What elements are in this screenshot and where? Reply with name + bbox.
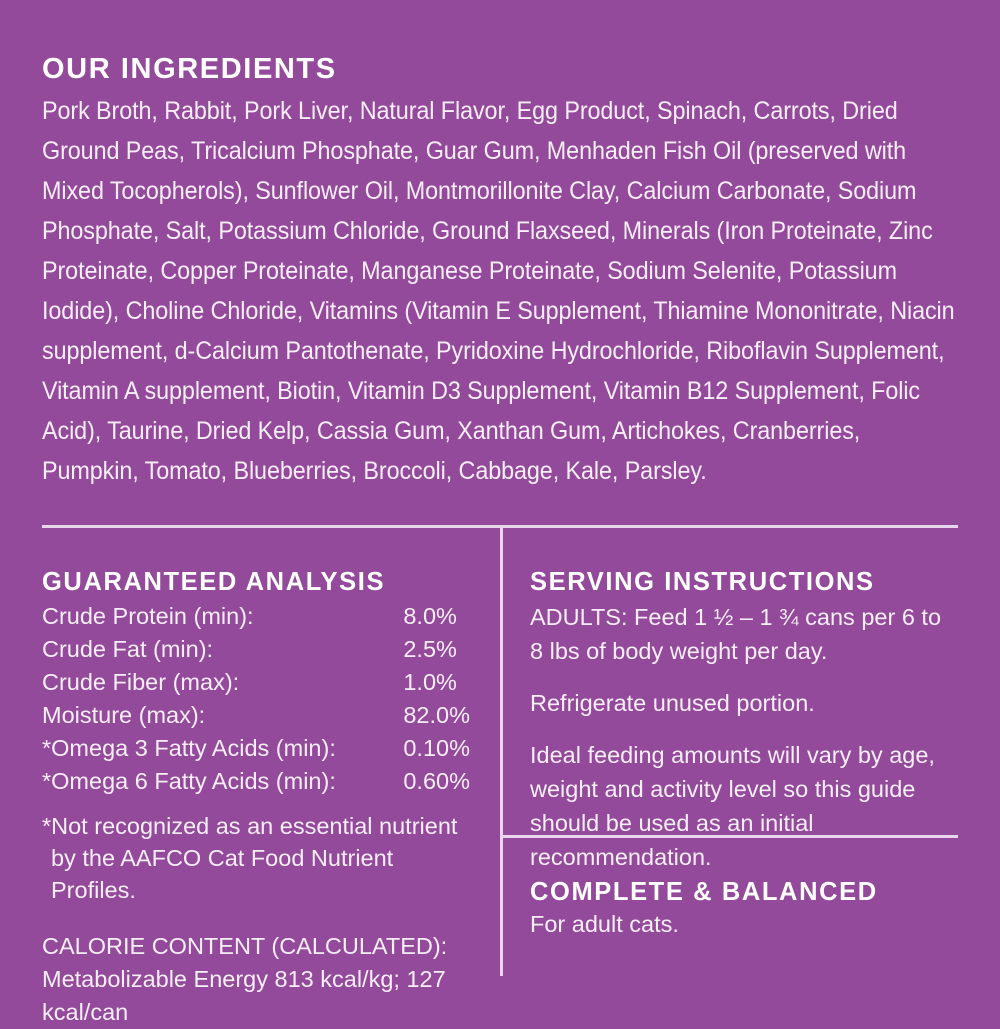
serving-instructions-heading: SERVING INSTRUCTIONS: [530, 567, 875, 596]
divider-vertical-columns: [500, 528, 503, 977]
guaranteed-analysis-row: *Omega 3 Fatty Acids (min): 0.10%: [42, 732, 470, 765]
pet-food-label-panel: OUR INGREDIENTS Pork Broth, Rabbit, Pork…: [0, 19, 1000, 1025]
guaranteed-analysis-value: 0.10%: [403, 735, 470, 762]
serving-instruction-paragraph: Ideal feeding amounts will vary by age, …: [530, 742, 935, 871]
guaranteed-analysis-row: *Omega 6 Fatty Acids (min): 0.60%: [42, 765, 470, 798]
guaranteed-analysis-row: Crude Fiber (max): 1.0%: [42, 666, 470, 699]
bottom-columns: GUARANTEED ANALYSIS Crude Protein (min):…: [42, 547, 958, 1029]
guaranteed-analysis-label: *Omega 3 Fatty Acids (min):: [42, 735, 336, 762]
guaranteed-analysis-footnote: *Not recognized as an essential nutrient…: [42, 810, 470, 906]
footnote-line-1: *Not recognized as an essential nutrient: [42, 813, 458, 840]
guaranteed-analysis-label: Crude Protein (min):: [42, 603, 254, 630]
divider-horizontal-serving: [500, 835, 958, 839]
guaranteed-analysis-row: Moisture (max): 82.0%: [42, 699, 470, 732]
ingredients-text: Pork Broth, Rabbit, Pork Liver, Natural …: [42, 96, 955, 485]
guaranteed-analysis-label: Moisture (max):: [42, 702, 206, 729]
guaranteed-analysis-heading: GUARANTEED ANALYSIS: [42, 567, 386, 596]
serving-instructions-body: ADULTS: Feed 1 ½ – 1 ¾ cans per 6 to 8 l…: [530, 600, 958, 874]
guaranteed-analysis-row: Crude Protein (min): 8.0%: [42, 600, 470, 633]
guaranteed-analysis-table: Crude Protein (min): 8.0% Crude Fat (min):…: [42, 600, 470, 798]
complete-balanced-section: COMPLETE & BALANCED For adult cats.: [530, 857, 960, 940]
divider-horizontal-main: [42, 525, 958, 529]
serving-instruction-paragraph: ADULTS: Feed 1 ½ – 1 ¾ cans per 6 to 8 l…: [530, 604, 942, 665]
calorie-content-heading: CALORIE CONTENT (CALCULATED):: [42, 933, 448, 960]
guaranteed-analysis-value: 0.60%: [403, 768, 470, 795]
guaranteed-analysis-value: 8.0%: [403, 603, 457, 630]
guaranteed-analysis-label: *Omega 6 Fatty Acids (min):: [42, 768, 336, 795]
serving-instructions-section: SERVING INSTRUCTIONS ADULTS: Feed 1 ½ – …: [500, 547, 958, 1029]
guaranteed-analysis-label: Crude Fat (min):: [42, 636, 214, 663]
guaranteed-analysis-value: 82.0%: [403, 702, 470, 729]
complete-balanced-subtext: For adult cats.: [530, 911, 679, 938]
ingredients-heading: OUR INGREDIENTS: [42, 53, 337, 86]
calorie-content-block: CALORIE CONTENT (CALCULATED): Metaboliza…: [42, 930, 470, 1029]
guaranteed-analysis-value: 1.0%: [403, 669, 457, 696]
complete-balanced-heading: COMPLETE & BALANCED: [530, 877, 878, 906]
footnote-line-2: by the AAFCO Cat Food Nutrient Profiles.: [51, 845, 394, 904]
calorie-content-value: Metabolizable Energy 813 kcal/kg; 127 kc…: [42, 966, 446, 1026]
guaranteed-analysis-row: Crude Fat (min): 2.5%: [42, 633, 470, 666]
serving-instruction-paragraph: Refrigerate unused portion.: [530, 690, 815, 717]
guaranteed-analysis-section: GUARANTEED ANALYSIS Crude Protein (min):…: [42, 547, 500, 1029]
guaranteed-analysis-value: 2.5%: [403, 636, 457, 663]
guaranteed-analysis-label: Crude Fiber (max):: [42, 669, 240, 696]
